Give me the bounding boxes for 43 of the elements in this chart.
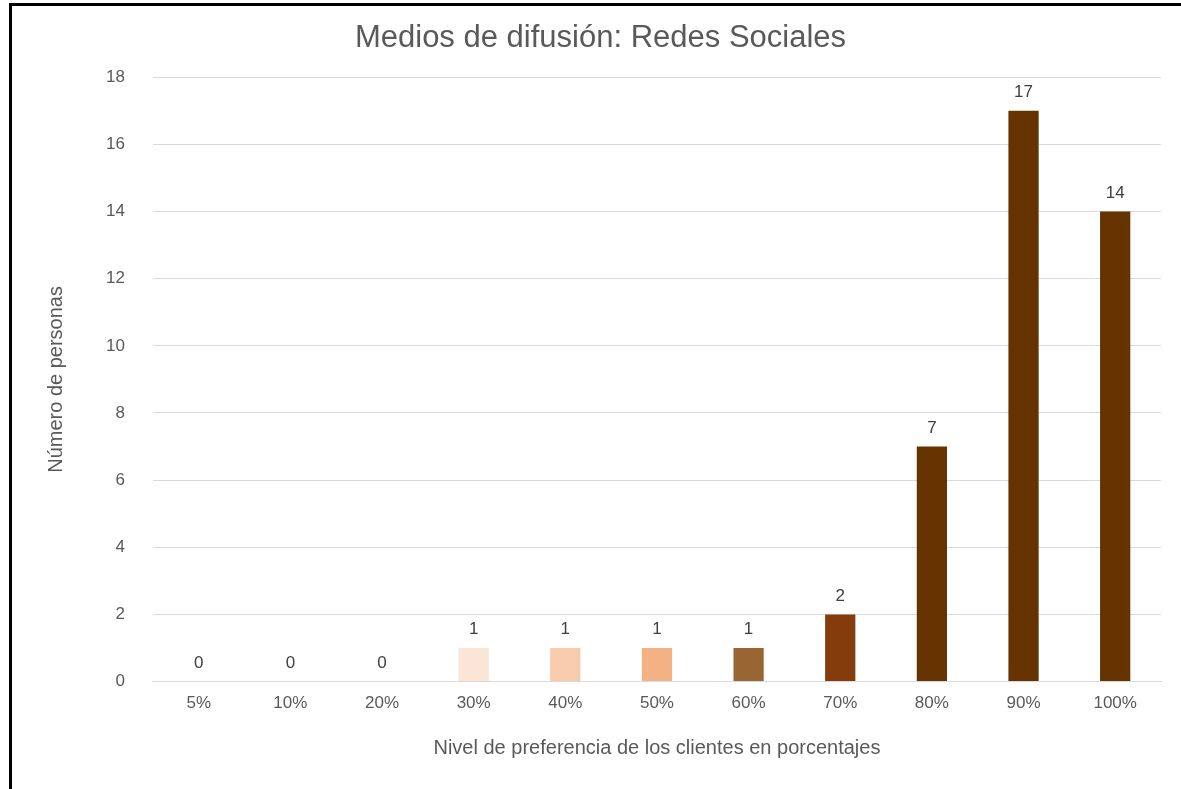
y-tick-label: 14 [105,201,125,221]
bar [641,648,673,682]
y-tick-label: 8 [115,402,125,422]
y-axis-title: Número de personas [43,286,66,473]
x-tick-label: 90% [1006,693,1041,713]
x-tick-label: 80% [914,693,949,713]
y-tick-label: 6 [115,469,125,489]
y-tick-label: 0 [115,671,125,691]
x-tick-label: 30% [456,693,491,713]
chart-title: Medios de difusión: Redes Sociales [354,19,847,55]
data-label: 0 [194,652,204,672]
data-label: 0 [285,652,296,672]
bar [733,648,764,682]
data-label: 1 [560,619,571,639]
y-tick-label: 2 [115,604,125,624]
x-axis-title: Nivel de preferencia de los clientes en porcentajes [433,735,881,758]
x-tick-label: 50% [639,693,674,713]
y-tick-label: 18 [105,66,125,86]
bar [550,648,581,682]
bar [825,614,856,682]
y-tick-label: 16 [105,134,125,154]
x-tick-label: 5% [186,693,212,713]
data-label: 7 [927,417,937,437]
data-label: 17 [1014,81,1033,101]
data-label: 1 [743,619,754,639]
x-tick-label: 20% [365,693,400,713]
x-tick-label: 40% [548,693,583,713]
x-tick-label: 100% [1093,693,1137,713]
data-label: 1 [468,619,479,639]
x-tick-label: 60% [731,693,766,713]
y-tick-label: 12 [105,268,125,288]
bar [1100,211,1131,682]
bar [916,446,948,682]
y-tick-label: 4 [115,536,125,556]
bar [458,648,489,682]
x-tick-label: 10% [273,693,308,713]
data-label: 2 [835,585,845,605]
y-tick-label: 10 [105,335,125,355]
bar [1008,110,1039,682]
x-tick-label: 70% [823,693,858,713]
data-label: 14 [1105,182,1125,202]
data-label: 0 [377,652,387,672]
data-label: 1 [652,619,662,639]
